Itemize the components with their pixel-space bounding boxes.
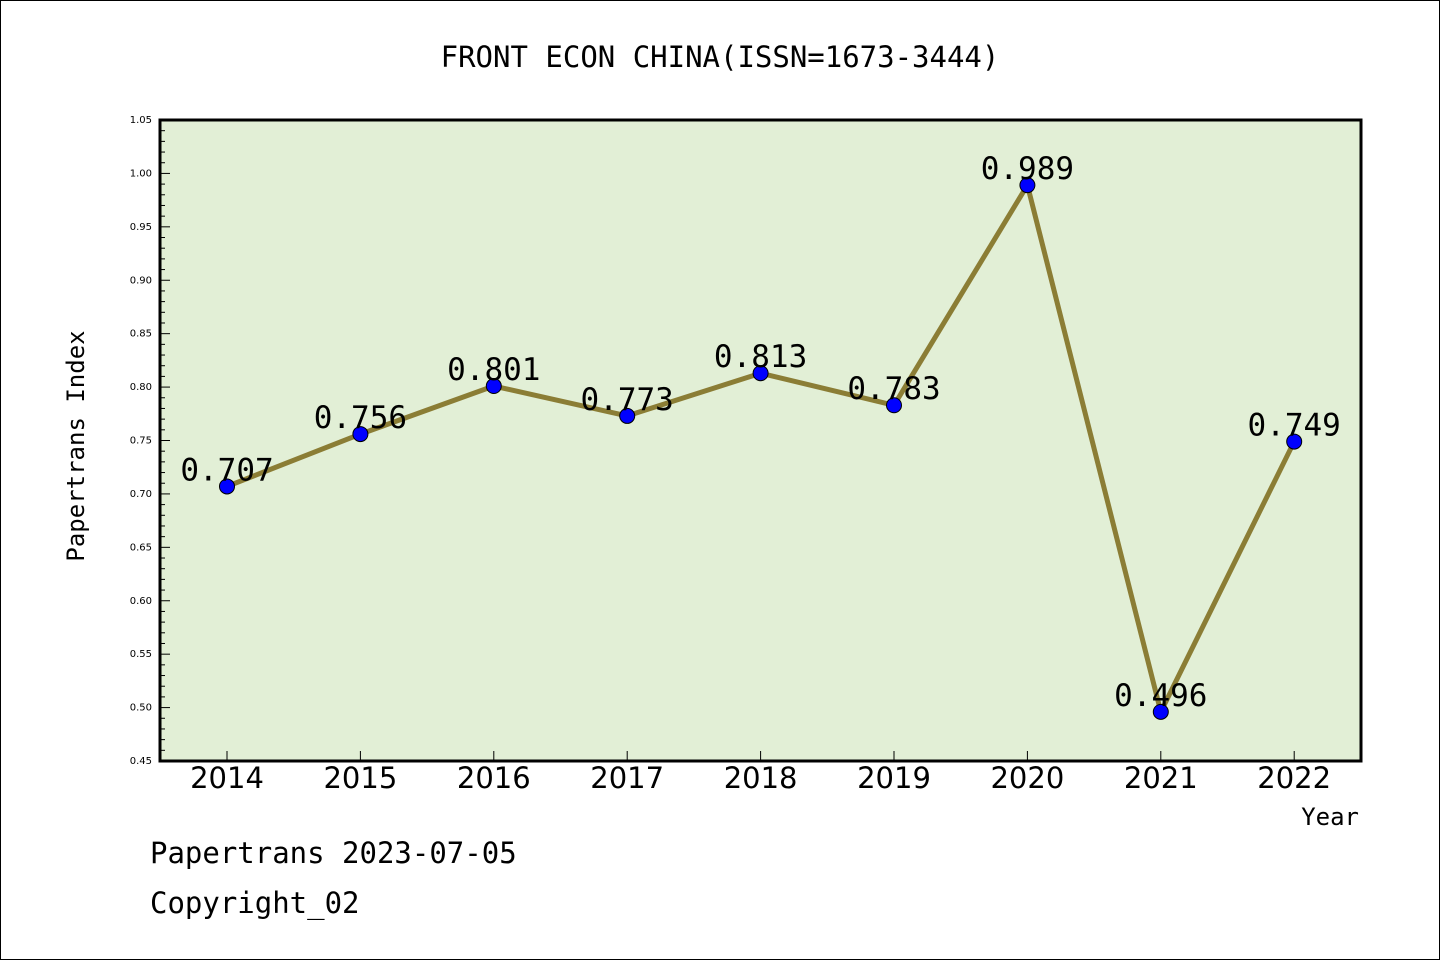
data-point — [219, 478, 235, 495]
data-label: 0.749 — [1248, 408, 1341, 444]
data-label: 0.801 — [447, 352, 540, 388]
x-axis-label: Year — [1301, 803, 1359, 831]
x-tick-label: 2014 — [190, 761, 264, 795]
y-axis-label: Papertrans Index — [62, 330, 90, 561]
data-point — [1152, 703, 1169, 720]
y-tick-label: 0.85 — [130, 329, 152, 340]
x-tick-label: 2017 — [590, 761, 664, 795]
y-tick-label: 0.45 — [130, 756, 152, 767]
data-label: 0.773 — [581, 382, 674, 418]
x-tick-label: 2016 — [457, 761, 531, 795]
x-tick-label: 2015 — [323, 761, 397, 795]
y-tick-label: 0.75 — [130, 436, 152, 447]
y-tick-label: 0.95 — [130, 222, 152, 233]
data-label: 0.783 — [847, 371, 940, 407]
data-point — [1019, 177, 1036, 194]
footer-date: Papertrans 2023-07-05 — [150, 836, 517, 870]
footer-copyright: Copyright_02 — [150, 886, 360, 920]
y-tick-label: 0.50 — [130, 703, 152, 714]
x-tick-label: 2021 — [1124, 761, 1198, 795]
x-axis: 2014 2015 2016 2017 2018 2019 2020 2021 2022 — [190, 751, 1331, 795]
y-tick-label: 0.70 — [130, 489, 152, 500]
x-tick-label: 2018 — [724, 761, 798, 795]
data-label: 0.989 — [981, 151, 1074, 187]
data-label: 0.496 — [1114, 678, 1207, 714]
y-tick-label: 1.00 — [130, 168, 152, 179]
data-label: 0.707 — [180, 452, 273, 488]
y-tick-label: 1.05 — [130, 115, 152, 126]
data-point — [1286, 433, 1303, 450]
y-axis: 0.45 0.50 0.55 0.60 0.65 0.70 0.75 0.80 0.85 0.90… — [130, 115, 170, 767]
y-tick-label: 0.90 — [130, 275, 152, 286]
y-minor-ticks — [160, 130, 165, 751]
y-tick-label: 0.55 — [130, 649, 152, 660]
x-tick-label: 2022 — [1257, 761, 1331, 795]
data-label: 0.756 — [314, 400, 407, 436]
series: 0.707 0.756 0.801 0.773 0.813 0.783 0.989 0.496… — [180, 151, 1341, 720]
data-point — [485, 378, 502, 395]
chart-title: FRONT ECON CHINA(ISSN=1673-3444) — [441, 40, 1000, 74]
y-tick-label: 0.65 — [130, 542, 152, 553]
data-point — [352, 426, 369, 443]
data-point — [619, 407, 636, 424]
data-label: 0.813 — [714, 339, 807, 375]
y-tick-label: 0.80 — [130, 382, 152, 393]
y-tick-label: 0.60 — [130, 596, 152, 607]
data-point — [886, 397, 902, 414]
x-tick-label: 2020 — [990, 761, 1064, 795]
x-tick-label: 2019 — [857, 761, 931, 795]
data-point — [752, 365, 769, 382]
